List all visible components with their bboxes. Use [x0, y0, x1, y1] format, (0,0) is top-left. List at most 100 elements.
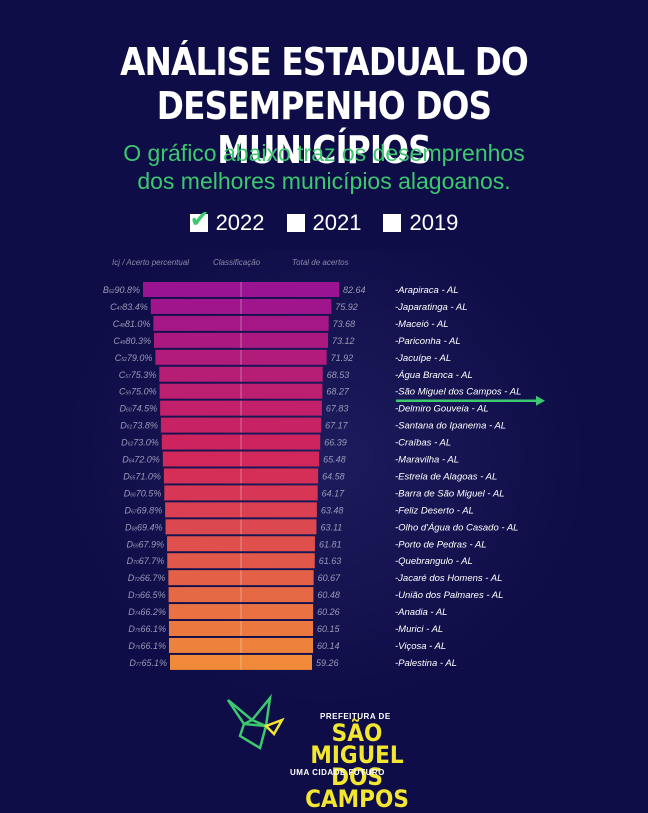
total-value: 67.83	[326, 404, 349, 414]
bar	[168, 570, 314, 586]
grade-label: D6769.8%	[125, 505, 163, 515]
municipality-name: -Pariconha - AL	[395, 336, 461, 347]
total-value: 73.12	[332, 336, 355, 346]
legend-label: 2021	[312, 210, 362, 235]
bar	[168, 637, 314, 653]
municipality-name: -Barra de São Miguel - AL	[395, 488, 504, 499]
total-value: 60.15	[317, 624, 341, 634]
checkbox[interactable]	[383, 214, 402, 232]
logo-name: SÃO MIGUEL DOS CAMPOS	[290, 719, 425, 813]
grade-label: C5975.0%	[119, 387, 157, 397]
municipality-name: -Quebrangulo - AL	[395, 556, 473, 567]
municipality-name: -Japaratinga - AL	[395, 302, 468, 313]
arrow-right-icon	[536, 395, 545, 406]
bar	[164, 485, 318, 501]
grade-label: D6472.0%	[122, 455, 160, 465]
total-value: 60.48	[317, 590, 340, 600]
grade-label: D7666.1%	[128, 641, 166, 651]
grade-label: D7266.7%	[128, 573, 166, 583]
total-value: 68.27	[326, 387, 350, 397]
municipality-name: -Anadia - AL	[395, 607, 447, 618]
total-value: 64.17	[322, 488, 346, 498]
grade-label: D6967.9%	[126, 539, 164, 549]
total-value: 71.92	[331, 353, 354, 363]
ranking-chart: B6290.8% 82.64 -Arapiraca - AL C4783.4% 75.9…	[103, 282, 545, 670]
bar	[165, 519, 317, 535]
bar	[160, 400, 322, 416]
bar	[161, 434, 321, 450]
check-icon: ✔	[189, 206, 210, 233]
legend: ✔ 2022 2021 2019	[0, 208, 648, 236]
grade-label: C5279.0%	[115, 353, 153, 363]
grade-label: D6571.0%	[123, 471, 161, 481]
bar	[167, 536, 315, 552]
municipality-name: -Jacaré dos Homens - AL	[395, 573, 502, 584]
grade-label: B6290.8%	[103, 285, 140, 295]
column-header-icj: Icj / Acerto percentual	[112, 258, 190, 267]
grade-label: D7765.1%	[129, 658, 167, 668]
bar	[170, 654, 312, 670]
bar	[159, 366, 323, 382]
checkbox-checked[interactable]: ✔	[189, 208, 210, 232]
bar	[143, 282, 339, 297]
total-value: 63.11	[320, 522, 342, 532]
total-value: 66.39	[324, 438, 347, 448]
total-value: 68.53	[327, 370, 350, 380]
column-header-total: Total de acertos	[292, 258, 349, 267]
municipality-name: -União dos Palmares - AL	[395, 590, 503, 601]
total-value: 75.92	[335, 302, 358, 312]
page-title-line2: DESEMPENHO DOS MUNICÍPIOS	[156, 84, 492, 172]
page-title-line1: ANÁLISE ESTADUAL DO	[120, 40, 529, 84]
legend-item-2022[interactable]: ✔ 2022	[189, 208, 265, 236]
logo-top-text: PREFEITURA DE	[320, 712, 391, 721]
bar	[150, 298, 332, 314]
origami-bird-icon	[226, 693, 285, 750]
column-header-class: Classificação	[213, 258, 261, 267]
bar	[168, 621, 314, 636]
legend-item-2019[interactable]: 2019	[383, 210, 458, 236]
municipality-name: -Água Branca - AL	[395, 370, 473, 381]
total-value: 60.26	[317, 607, 340, 617]
total-value: 63.48	[321, 505, 344, 515]
municipality-name: -Feliz Deserto - AL	[395, 505, 474, 516]
municipality-name: -Jacuípe - AL	[395, 353, 451, 364]
bar	[163, 468, 319, 484]
legend-item-2021[interactable]: 2021	[286, 210, 362, 236]
logo-tagline: UMA CIDADE FUTURO	[290, 768, 385, 777]
total-value: 61.81	[319, 539, 342, 549]
grade-label: C4881.0%	[113, 319, 151, 329]
grade-label: D6869.4%	[125, 522, 163, 532]
municipality-name: -São Miguel dos Campos - AL	[395, 387, 521, 398]
municipality-name: -Olho d'Água do Casado - AL	[395, 522, 518, 533]
total-value: 60.67	[318, 573, 342, 583]
total-value: 64.58	[322, 471, 345, 481]
municipality-name: -Maceió - AL	[395, 319, 449, 330]
grade-label: C4980.3%	[113, 336, 151, 346]
subtitle-line2: dos melhores municípios alagoanos.	[137, 168, 511, 194]
total-value: 65.48	[323, 455, 346, 465]
legend-label: 2022	[215, 210, 265, 235]
total-value: 73.68	[333, 319, 356, 329]
checkbox[interactable]	[286, 214, 305, 232]
logo-name-line2: DOS CAMPOS	[305, 763, 409, 813]
grade-label: D6273.0%	[121, 438, 159, 448]
municipality-name: -Viçosa - AL	[395, 641, 446, 652]
bar	[153, 315, 329, 331]
grade-label: C4783.4%	[110, 302, 148, 312]
bar	[162, 451, 320, 467]
grade-label: D6074.5%	[120, 404, 158, 414]
bar	[155, 349, 327, 365]
municipality-name: -Arapiraca - AL	[395, 285, 459, 296]
bar	[167, 553, 315, 569]
total-value: 61.63	[319, 556, 342, 566]
grade-label: D7466.2%	[128, 607, 166, 617]
bar	[160, 417, 322, 433]
grade-label: D7366.5%	[128, 590, 166, 600]
subtitle-line1: O gráfico abaixo traz os desemprenhos	[123, 140, 525, 166]
logo	[222, 690, 432, 780]
municipality-name: -Porto de Pedras - AL	[395, 539, 487, 550]
grade-label: D6670.5%	[124, 488, 162, 498]
municipality-name: -Palestina - AL	[395, 658, 457, 669]
logo-name-line1: SÃO MIGUEL	[310, 719, 404, 769]
bar	[168, 587, 314, 603]
